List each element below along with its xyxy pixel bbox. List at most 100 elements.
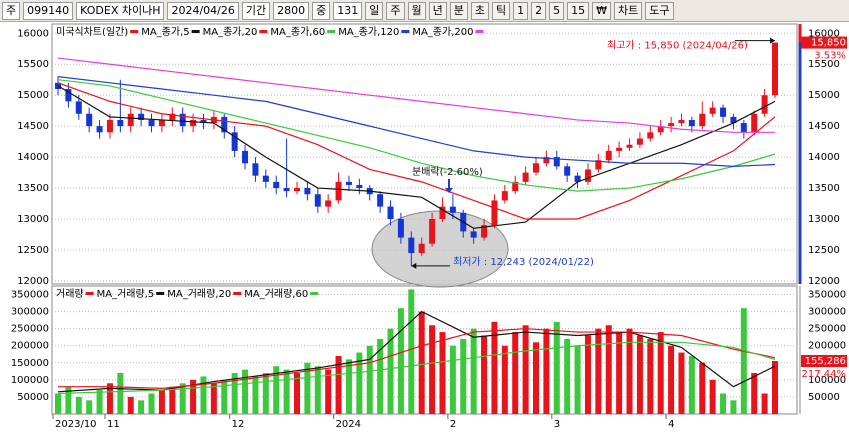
candle-body [616,147,623,151]
toolbar-item[interactable]: 년 [428,1,447,20]
volume-bar [553,321,560,414]
toolbar-item[interactable]: 2800 [273,1,310,20]
candle-body [543,157,550,164]
toolbar-item[interactable]: 주 [2,1,21,20]
y-tick-label: 13000 [17,214,49,225]
toolbar-item[interactable]: 월 [407,1,426,20]
legend-label: MA_거래량,60 [244,288,308,300]
candle-body [127,113,134,127]
volume-bar [304,362,311,414]
toolbar-item[interactable]: 주 [386,1,405,20]
x-tick-label: 3 [554,419,560,430]
legend-label: 미국식차트(일간) [56,26,128,38]
y-tick-label: 350000 [808,290,846,301]
candle-body [190,119,197,127]
toolbar-item[interactable]: 차트 [614,1,643,20]
toolbar-item[interactable]: 중 [312,1,331,20]
volume-bar [262,373,269,414]
legend-label: MA_종가,60 [270,26,325,38]
candle-body [387,206,394,219]
y-tick-label: 16000 [17,28,49,39]
candle-body [200,119,207,124]
volume-bar [418,311,425,414]
volume-bar [179,383,186,414]
volume-bar [470,328,477,414]
toolbar-item[interactable]: 도구 [645,1,674,20]
volume-bar [533,342,539,414]
y-tick-label: 12000 [808,276,840,287]
candle-body [678,119,685,124]
volume-bar [294,373,300,414]
legend-label: MA_종가,5 [141,26,189,38]
toolbar-item[interactable]: 2024/04/26 [167,1,239,20]
volume-bar [408,289,415,414]
x-tick-label: 2023/10 [55,419,97,430]
volume-bar [366,345,373,414]
candle-body [533,163,539,173]
candle-body [377,194,384,207]
legend-swatch [310,292,319,295]
y-tick-label: 14000 [808,152,840,163]
y-tick-label: 100000 [808,375,846,386]
toolbar-item[interactable]: 일 [365,1,384,20]
toolbar-item[interactable]: 1 [513,1,529,20]
volume-bar [595,328,602,414]
volume-bar [761,393,768,414]
y-tick-label: 16000 [808,28,840,39]
candle-body [657,126,664,133]
candle-body [501,191,508,201]
candle-body [564,166,571,176]
volume-bar [231,373,238,414]
volume-bar [647,338,654,414]
high-annotation: 최고가 : 15,850 (2024/04/26) [607,40,748,52]
toolbar-item[interactable]: 15 [567,1,590,20]
volume-bar [740,308,747,414]
candle-body [605,150,612,161]
candle-body [418,243,425,254]
candle-body [179,113,186,127]
candle-body [439,206,446,219]
ma-line [57,82,776,220]
toolbar-item[interactable]: KODEX 차이나H [76,1,165,20]
volume-bar [75,396,82,414]
volume-bar [751,373,758,414]
volume-bar [668,345,675,414]
candle-body [325,200,332,207]
candle-body [740,123,747,133]
ma-line [57,79,776,192]
toolbar-item[interactable]: 틱 [492,1,511,20]
candle-body [314,194,321,207]
y-tick-label: 14500 [808,121,840,132]
toolbar-item[interactable]: 초 [470,1,490,20]
toolbar: 주 099140 KODEX 차이나H 2024/04/26 기간 2800 중 131 일 주 월… [0,0,849,22]
toolbar-item[interactable]: 131 [333,1,363,20]
toolbar-item[interactable]: 5 [549,1,565,20]
toolbar-item[interactable]: 기간 [241,1,271,20]
volume-bar [678,352,685,414]
event-annotation: 분배락(-2.60%) [412,166,483,178]
volume-bar [242,369,249,414]
volume-bar [148,393,155,414]
toolbar-item[interactable]: 분 [449,1,468,20]
volume-bar [200,376,207,414]
candle-body [106,119,113,133]
volume-bar [325,369,332,414]
volume-bar [616,332,623,414]
volume-bar [138,400,145,414]
ma-line [57,76,776,167]
candle-body [730,116,737,124]
toolbar-item[interactable]: ₩ [592,1,612,20]
ma-line [58,328,776,390]
arrowhead [445,188,453,193]
last-value-box [801,354,847,367]
toolbar-item[interactable]: 099140 [23,1,74,20]
legend-swatch [401,30,410,33]
volume-bar [481,335,488,414]
volume-bar [522,325,529,414]
legend-swatch [475,30,484,33]
candle-body [148,119,155,127]
volume-bar [387,328,394,414]
candle-body [761,95,768,114]
last-value-label: 15,850 [811,38,846,49]
toolbar-item[interactable]: 2 [531,1,547,20]
